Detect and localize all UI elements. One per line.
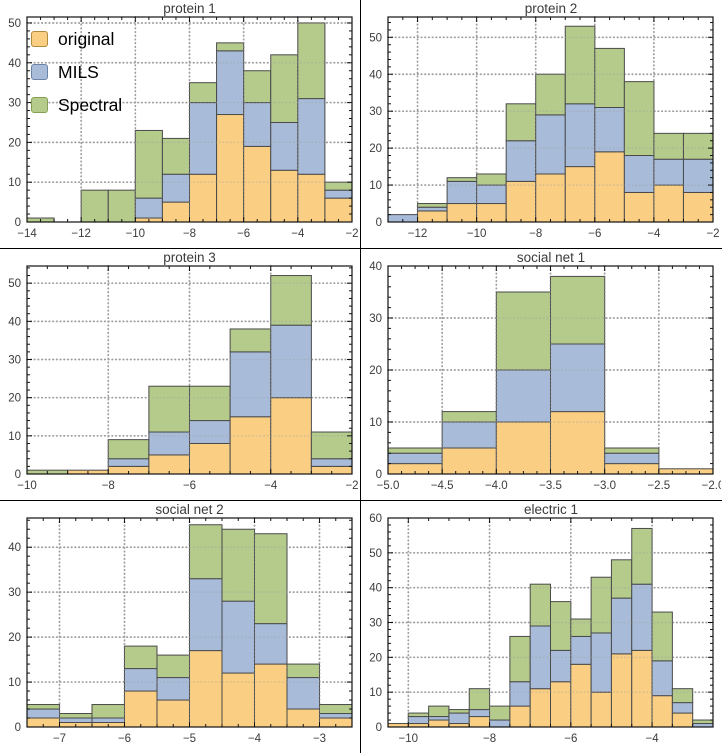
svg-text:−12: −12 <box>408 228 428 240</box>
svg-text:−5: −5 <box>183 733 196 745</box>
svg-text:−2.5: −2.5 <box>647 480 670 492</box>
svg-text:−10: −10 <box>467 228 487 240</box>
svg-text:−5.0: −5.0 <box>377 480 400 492</box>
histogram-plot-protein-2: −12 −10 −8 −6 −4 −2 0 10 20 30 40 50 <box>369 16 720 240</box>
svg-text:−14: −14 <box>17 228 37 240</box>
svg-text:20: 20 <box>8 393 21 405</box>
svg-text:10: 10 <box>8 177 21 189</box>
svg-text:10: 10 <box>8 431 21 443</box>
svg-text:50: 50 <box>8 278 21 290</box>
svg-text:−10: −10 <box>126 228 146 240</box>
panel-electric-1: electric 1 −10 −8 −6 −4 0 10 20 30 40 50 60 <box>361 501 722 753</box>
svg-text:−2.0: −2.0 <box>702 480 721 492</box>
svg-text:20: 20 <box>369 652 382 664</box>
legend-item-spectral: Spectral <box>31 94 122 116</box>
svg-text:−4: −4 <box>646 733 660 745</box>
legend-swatch-mils-icon <box>31 64 48 80</box>
svg-text:−3.0: −3.0 <box>593 480 616 492</box>
svg-text:0: 0 <box>15 722 21 734</box>
svg-text:−4: −4 <box>248 733 262 745</box>
svg-text:30: 30 <box>369 313 382 325</box>
svg-text:−8: −8 <box>102 480 115 492</box>
panel-protein-2: protein 2 −12 −10 −8 −6 −4 −2 0 10 20 30 40 50 <box>361 0 722 249</box>
svg-text:−6: −6 <box>564 733 577 745</box>
svg-text:10: 10 <box>369 180 382 192</box>
svg-text:30: 30 <box>8 587 21 599</box>
svg-text:30: 30 <box>369 106 382 118</box>
svg-text:60: 60 <box>369 513 382 525</box>
svg-text:50: 50 <box>369 548 382 560</box>
svg-text:30: 30 <box>8 98 21 110</box>
svg-text:−4: −4 <box>264 480 278 492</box>
svg-text:−12: −12 <box>71 228 91 240</box>
legend-swatch-original-icon <box>31 31 48 47</box>
svg-text:−4: −4 <box>291 228 305 240</box>
histogram-plot-electric-1: −10 −8 −6 −4 0 10 20 30 40 50 60 <box>369 513 714 745</box>
svg-text:0: 0 <box>15 217 21 229</box>
legend-label: original <box>58 29 115 49</box>
svg-text:−7: −7 <box>53 733 66 745</box>
svg-text:30: 30 <box>369 618 382 630</box>
legend-label: MILS <box>58 62 99 82</box>
panel-social-net-2: social net 2 −7 −6 −5 −4 −3 0 10 20 30 40 <box>0 501 361 753</box>
svg-text:40: 40 <box>8 542 21 554</box>
svg-text:−4: −4 <box>647 228 661 240</box>
svg-text:−6: −6 <box>183 480 196 492</box>
svg-text:20: 20 <box>8 137 21 149</box>
svg-text:0: 0 <box>15 469 21 481</box>
panel-protein-3: protein 3 −10 −8 −6 −4 −2 0 10 20 30 40 50 <box>0 249 361 501</box>
svg-text:10: 10 <box>8 677 21 689</box>
svg-text:40: 40 <box>369 69 382 81</box>
svg-text:0: 0 <box>376 469 382 481</box>
legend-swatch-spectral-icon <box>31 97 48 113</box>
svg-text:−4.5: −4.5 <box>431 480 454 492</box>
panel-title: protein 3 <box>163 250 216 265</box>
svg-text:30: 30 <box>8 355 21 367</box>
svg-text:40: 40 <box>8 58 21 70</box>
svg-text:−10: −10 <box>17 480 37 492</box>
svg-text:20: 20 <box>369 365 382 377</box>
svg-text:−2: −2 <box>345 480 358 492</box>
histogram-plot-protein-3: −10 −8 −6 −4 −2 0 10 20 30 40 50 <box>8 265 359 492</box>
svg-text:−8: −8 <box>483 733 496 745</box>
svg-text:0: 0 <box>376 722 382 734</box>
svg-text:−3: −3 <box>313 733 326 745</box>
panel-protein-1: protein 1 −14 −12 −10 −8 −6 −4 −2 0 10 20 30 40 50 o… <box>0 0 361 249</box>
svg-text:−6: −6 <box>588 228 601 240</box>
svg-text:10: 10 <box>369 687 382 699</box>
svg-text:−4.0: −4.0 <box>485 480 508 492</box>
legend-item-original: original <box>31 28 122 50</box>
svg-text:−2: −2 <box>345 228 358 240</box>
histogram-plot-social-net-2: −7 −6 −5 −4 −3 0 10 20 30 40 <box>8 517 353 745</box>
svg-text:20: 20 <box>369 143 382 155</box>
panel-title: social net 1 <box>516 250 586 265</box>
legend: original MILS Spectral <box>31 28 122 116</box>
svg-text:40: 40 <box>369 583 382 595</box>
svg-text:−6: −6 <box>237 228 250 240</box>
svg-text:−8: −8 <box>183 228 196 240</box>
svg-text:−8: −8 <box>529 228 542 240</box>
svg-text:10: 10 <box>369 417 382 429</box>
panel-title: electric 1 <box>523 502 579 517</box>
svg-text:20: 20 <box>8 632 21 644</box>
svg-text:−2: −2 <box>706 228 719 240</box>
svg-text:−10: −10 <box>399 733 419 745</box>
legend-label: Spectral <box>58 95 123 115</box>
panel-title: protein 2 <box>524 1 578 16</box>
svg-text:40: 40 <box>369 261 382 273</box>
panel-social-net-1: social net 1 −5.0 −4.5 −4.0 −3.5 −3.0 −2.5 −2.… <box>361 249 722 501</box>
svg-text:40: 40 <box>8 316 21 328</box>
svg-text:0: 0 <box>376 217 382 229</box>
svg-text:−6: −6 <box>118 733 131 745</box>
svg-text:−3.5: −3.5 <box>539 480 562 492</box>
panel-title: social net 2 <box>155 502 224 517</box>
svg-text:50: 50 <box>8 18 21 30</box>
legend-item-mils: MILS <box>31 61 122 83</box>
panel-title: protein 1 <box>163 1 216 16</box>
histogram-plot-social-net-1: −5.0 −4.5 −4.0 −3.5 −3.0 −2.5 −2.0 0 10 20 30 40 <box>369 261 721 492</box>
svg-text:50: 50 <box>369 32 382 44</box>
histogram-plot-protein-1: −14 −12 −10 −8 −6 −4 −2 0 10 20 30 40 50 <box>8 16 359 240</box>
